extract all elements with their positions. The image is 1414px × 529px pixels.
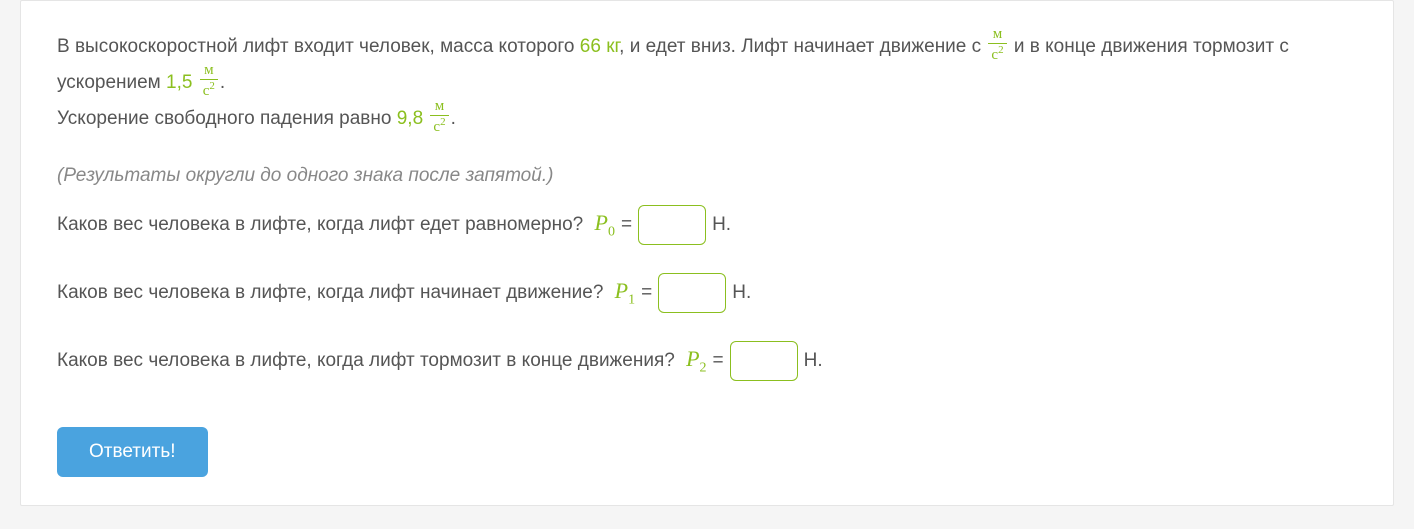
equals-sign: = <box>713 350 724 372</box>
answer-unit: Н. <box>712 214 731 236</box>
equals-sign: = <box>641 282 652 304</box>
answer-unit: Н. <box>804 350 823 372</box>
question-text: Каков вес человека в лифте, когда лифт н… <box>57 282 609 304</box>
mass-value: 66 <box>580 36 601 57</box>
variable-p0: P0 <box>595 210 615 240</box>
answer-input-p2[interactable] <box>730 341 798 381</box>
question-row-2: Каков вес человека в лифте, когда лифт т… <box>57 341 1357 381</box>
g-value: 9,8 <box>397 108 423 129</box>
problem-text-2: , и едет вниз. Лифт начинает движение с <box>619 36 986 57</box>
problem-text-4: Ускорение свободного падения равно <box>57 108 397 129</box>
equals-sign: = <box>621 214 632 236</box>
problem-text-1: В высокоскоростной лифт входит человек, … <box>57 36 580 57</box>
question-text: Каков вес человека в лифте, когда лифт е… <box>57 214 589 236</box>
question-row-1: Каков вес человека в лифте, когда лифт н… <box>57 273 1357 313</box>
rounding-note: (Результаты округли до одного знака посл… <box>57 165 1357 187</box>
unit-fraction-1: мс2 <box>988 27 1006 63</box>
answer-input-p0[interactable] <box>638 205 706 245</box>
problem-statement: В высокоскоростной лифт входит человек, … <box>57 29 1357 137</box>
unit-fraction-2: мс2 <box>200 63 218 99</box>
question-text: Каков вес человека в лифте, когда лифт т… <box>57 350 680 372</box>
a2-value: 1,5 <box>166 72 192 93</box>
unit-fraction-3: мс2 <box>430 99 448 135</box>
answer-input-p1[interactable] <box>658 273 726 313</box>
answer-unit: Н. <box>732 282 751 304</box>
mass-unit: кг <box>606 36 619 57</box>
variable-p1: P1 <box>615 278 635 308</box>
submit-button[interactable]: Ответить! <box>57 427 208 477</box>
problem-card: В высокоскоростной лифт входит человек, … <box>20 0 1394 506</box>
question-row-0: Каков вес человека в лифте, когда лифт е… <box>57 205 1357 245</box>
variable-p2: P2 <box>686 346 706 376</box>
